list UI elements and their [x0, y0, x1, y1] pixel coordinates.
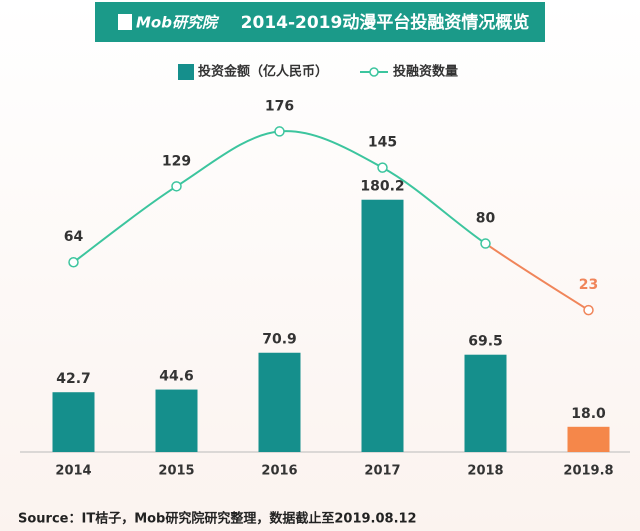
legend-marker	[369, 67, 379, 77]
line-marker	[274, 126, 285, 137]
title-banner	[95, 2, 545, 42]
bar	[464, 354, 507, 452]
line	[72, 130, 590, 311]
source-note: Source：IT桔子，Mob研究院研究整理，数据截止至2019.08.12	[18, 511, 417, 527]
x-tick-label: 2018	[467, 464, 503, 479]
line-marker	[377, 162, 388, 173]
bar	[155, 389, 198, 452]
bar	[361, 199, 404, 452]
bar-value-label: 180.2	[360, 179, 404, 195]
bar	[258, 352, 301, 452]
bar-value-label: 44.6	[159, 369, 194, 385]
line-value-label: 176	[265, 98, 294, 114]
chart-title: 2014-2019动漫平台投融资情况概览	[241, 12, 530, 33]
bar	[52, 392, 95, 452]
x-tick-label: 2016	[261, 464, 297, 479]
x-tick-label: 2015	[158, 464, 194, 479]
bar-value-label: 18.0	[571, 406, 606, 422]
legend-label: 投融资数量	[393, 64, 458, 80]
bar-value-label: 69.5	[468, 334, 503, 350]
line-value-label: 80	[476, 211, 496, 227]
line-marker	[583, 304, 594, 316]
line-value-label: 64	[64, 229, 84, 245]
legend-swatch-bar	[178, 64, 194, 80]
line-value-label: 145	[368, 135, 397, 151]
x-tick-label: 2014	[55, 464, 91, 479]
logo: Mob研究院	[136, 14, 220, 32]
x-tick-label: 2017	[364, 464, 400, 479]
line-marker	[68, 256, 79, 268]
legend-label: 投资金额（亿人民币）	[198, 64, 328, 80]
line-marker	[171, 181, 182, 192]
bar-value-label: 70.9	[262, 332, 297, 348]
line-value-label: 23	[579, 277, 598, 293]
logo-icon	[118, 14, 132, 30]
x-tick-label: 2019.8	[563, 464, 613, 479]
bar	[567, 426, 610, 452]
line-value-label: 129	[162, 153, 191, 169]
line-marker	[480, 238, 491, 249]
bar-value-label: 42.7	[56, 371, 91, 387]
